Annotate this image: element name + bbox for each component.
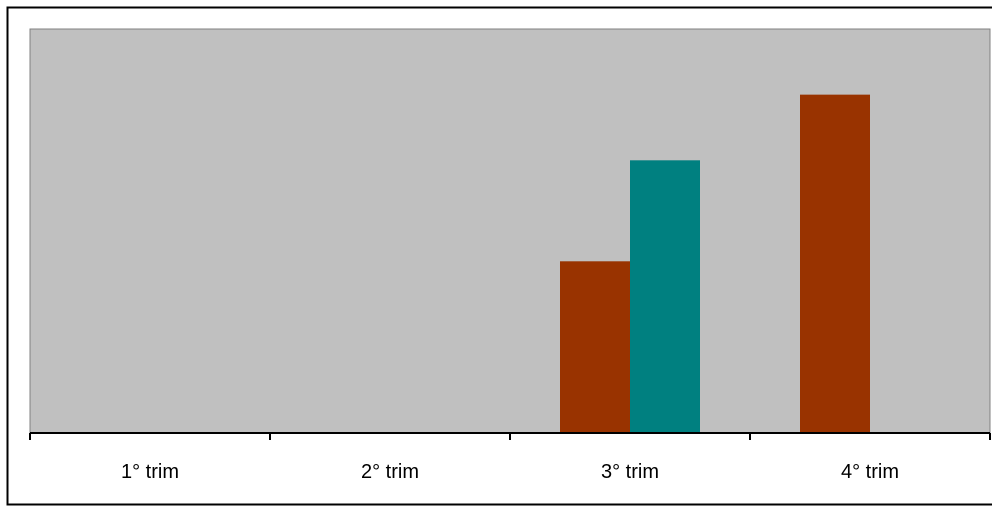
bar-4-series-1 <box>800 95 870 433</box>
bar-3-series-1 <box>560 261 630 433</box>
x-tick-label: 4° trim <box>841 461 899 483</box>
x-tick-label: 1° trim <box>121 461 179 483</box>
x-tick-label: 2° trim <box>361 461 419 483</box>
x-tick-label: 3° trim <box>601 461 659 483</box>
bar-3-series-2 <box>630 160 700 433</box>
